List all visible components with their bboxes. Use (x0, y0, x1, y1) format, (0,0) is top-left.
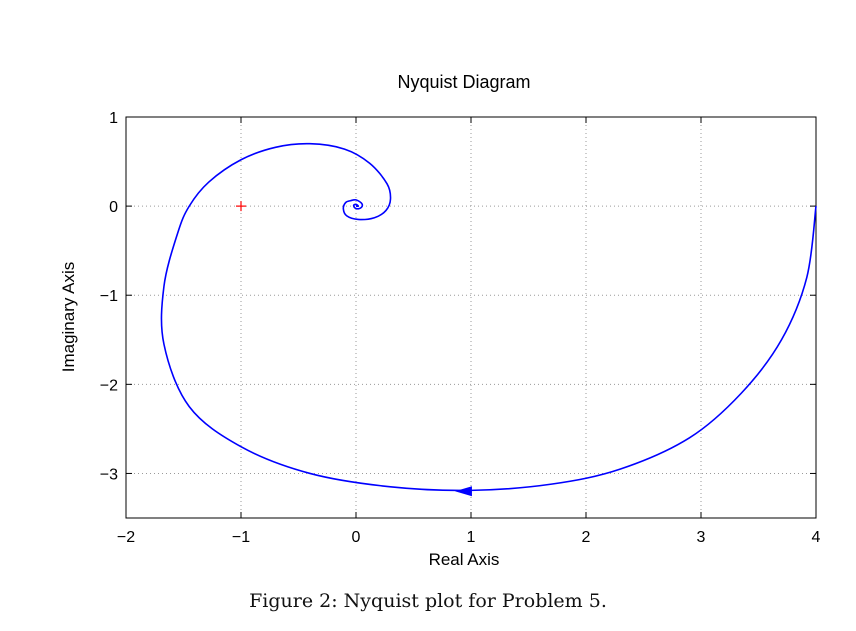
y-tick-label: −2 (100, 377, 118, 394)
x-tick-label: 0 (352, 529, 361, 546)
x-tick-label: −2 (117, 529, 135, 546)
figure-caption: Figure 2: Nyquist plot for Problem 5. (249, 590, 607, 612)
x-tick-label: 4 (812, 529, 821, 546)
axis-ticks: −2 −1 0 1 2 3 4 −3 −2 −1 0 1 (100, 110, 821, 546)
x-tick-label: −1 (232, 529, 250, 546)
y-tick-label: −3 (100, 466, 118, 483)
direction-arrow (454, 486, 472, 497)
y-tick-label: −1 (100, 288, 118, 305)
x-tick-label: 3 (697, 529, 706, 546)
series-layer (160, 142, 817, 497)
x-axis-label: Real Axis (429, 550, 500, 569)
critical-point-marker (236, 201, 246, 212)
grid-lines (126, 117, 816, 518)
nyquist-chart: Nyquist Diagram −2 −1 0 1 2 3 4 −3 −2 −1 0 1 Real A… (59, 72, 821, 569)
x-tick-label: 2 (582, 529, 591, 546)
y-axis-label: Imaginary Axis (59, 262, 78, 373)
y-tick-label: 0 (109, 199, 118, 216)
nyquist-curve (160, 142, 817, 492)
y-tick-label: 1 (109, 110, 118, 127)
x-tick-label: 1 (467, 529, 476, 546)
chart-title: Nyquist Diagram (397, 72, 530, 92)
